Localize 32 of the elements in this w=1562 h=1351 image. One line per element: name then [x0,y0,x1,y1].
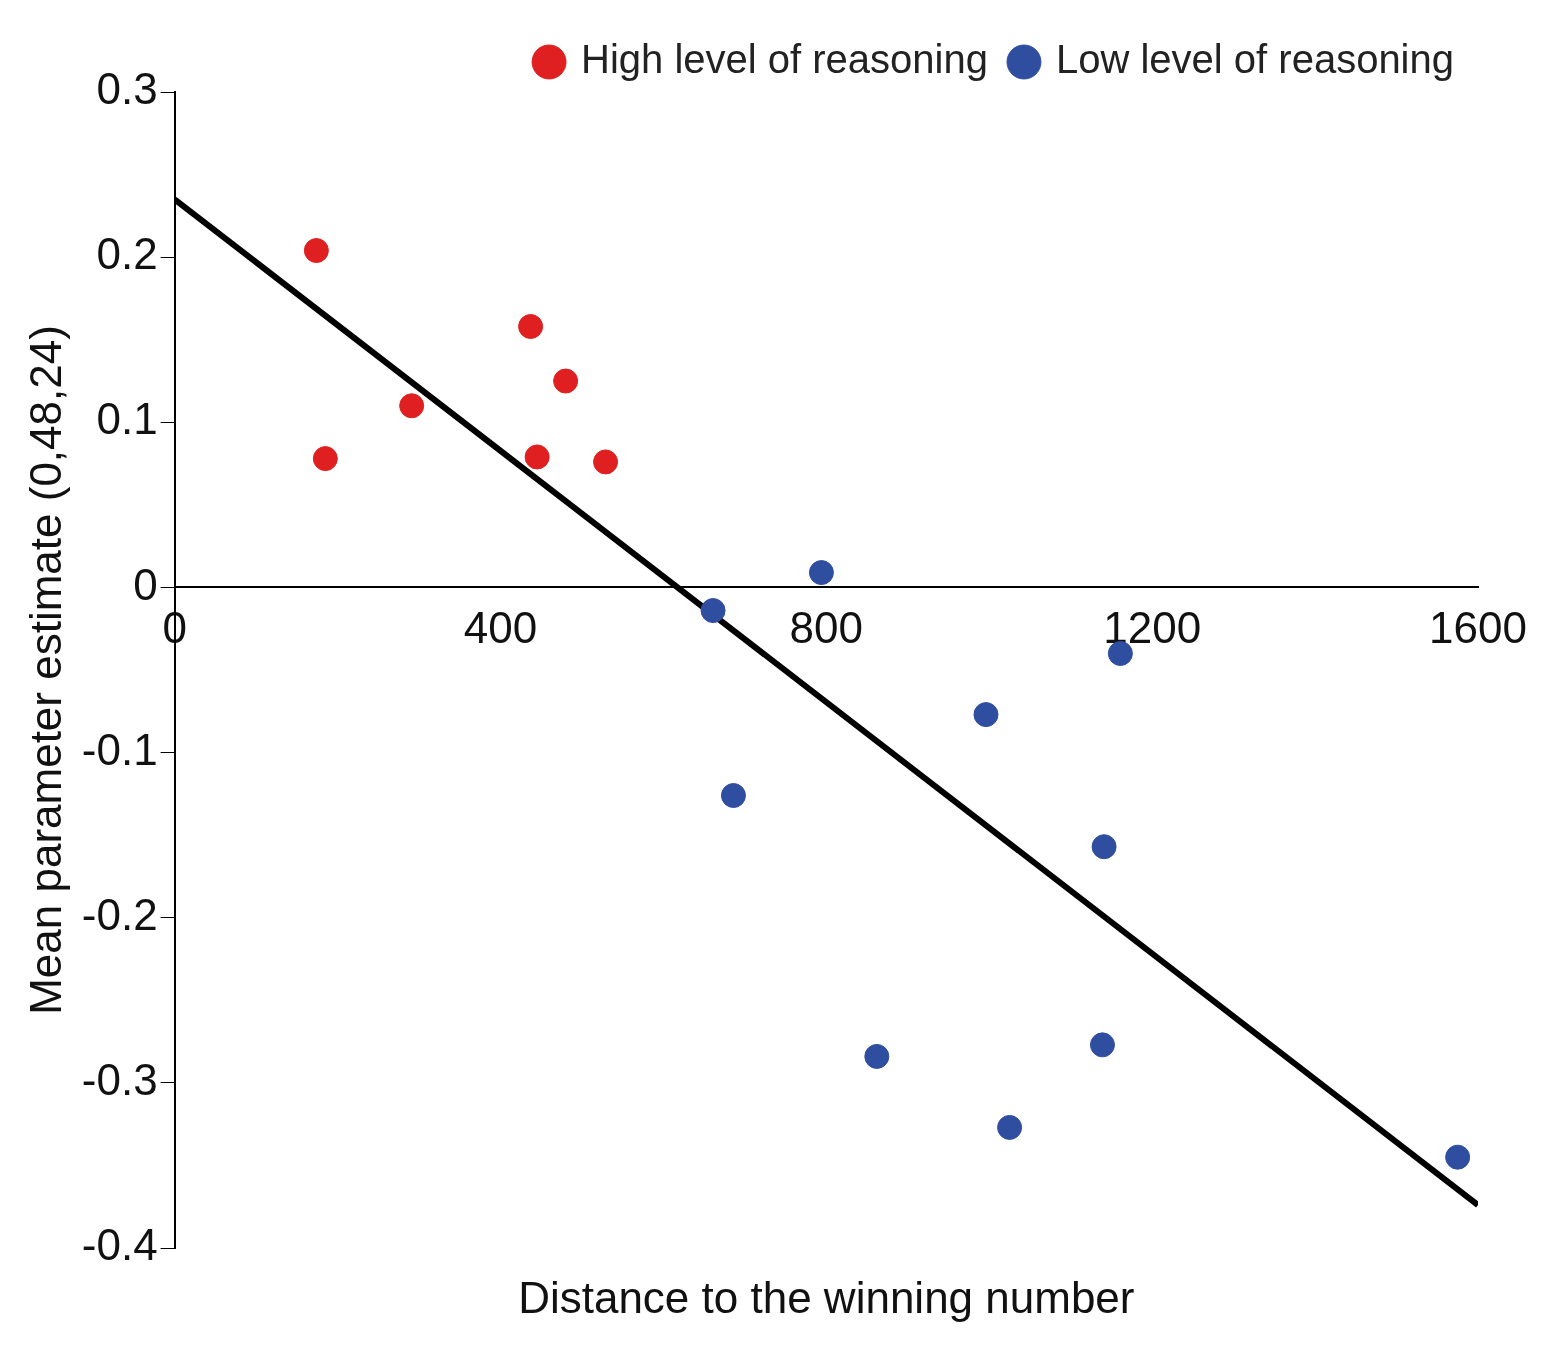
point [303,238,329,264]
y-axis-title: Mean parameter estimate (0,48,24) [20,325,70,1015]
point [864,1043,890,1069]
point [997,1114,1023,1140]
point [518,314,544,339]
y-tick-label: 0 [133,559,158,609]
y-tick-label: -0.1 [81,724,158,774]
x-axis-title: Distance to the winning number [518,1273,1135,1323]
point [312,446,338,472]
x-tick-label: 1200 [1103,602,1202,652]
point [399,393,425,419]
x-tick-label: 400 [463,602,538,652]
point [593,449,619,475]
x-tick-label: 800 [789,602,864,652]
point [1091,834,1117,860]
y-tick-label: 0.1 [96,394,158,444]
point [553,368,579,394]
point [1089,1032,1115,1058]
legend-label: Low level of reasoning [1055,37,1454,82]
y-tick-label: -0.4 [81,1220,158,1270]
point [720,783,746,809]
y-tick-label: 0.2 [96,229,158,279]
point [1445,1144,1471,1170]
y-tick-label: -0.2 [81,889,158,939]
y-tick-label: -0.3 [81,1055,158,1104]
point [524,444,550,470]
point [973,702,999,728]
x-tick-label: 1600 [1429,602,1527,652]
point [700,598,726,624]
point [808,560,834,586]
y-tick-label: 0.3 [96,64,158,114]
legend-label: High level of reasoning [581,37,988,82]
